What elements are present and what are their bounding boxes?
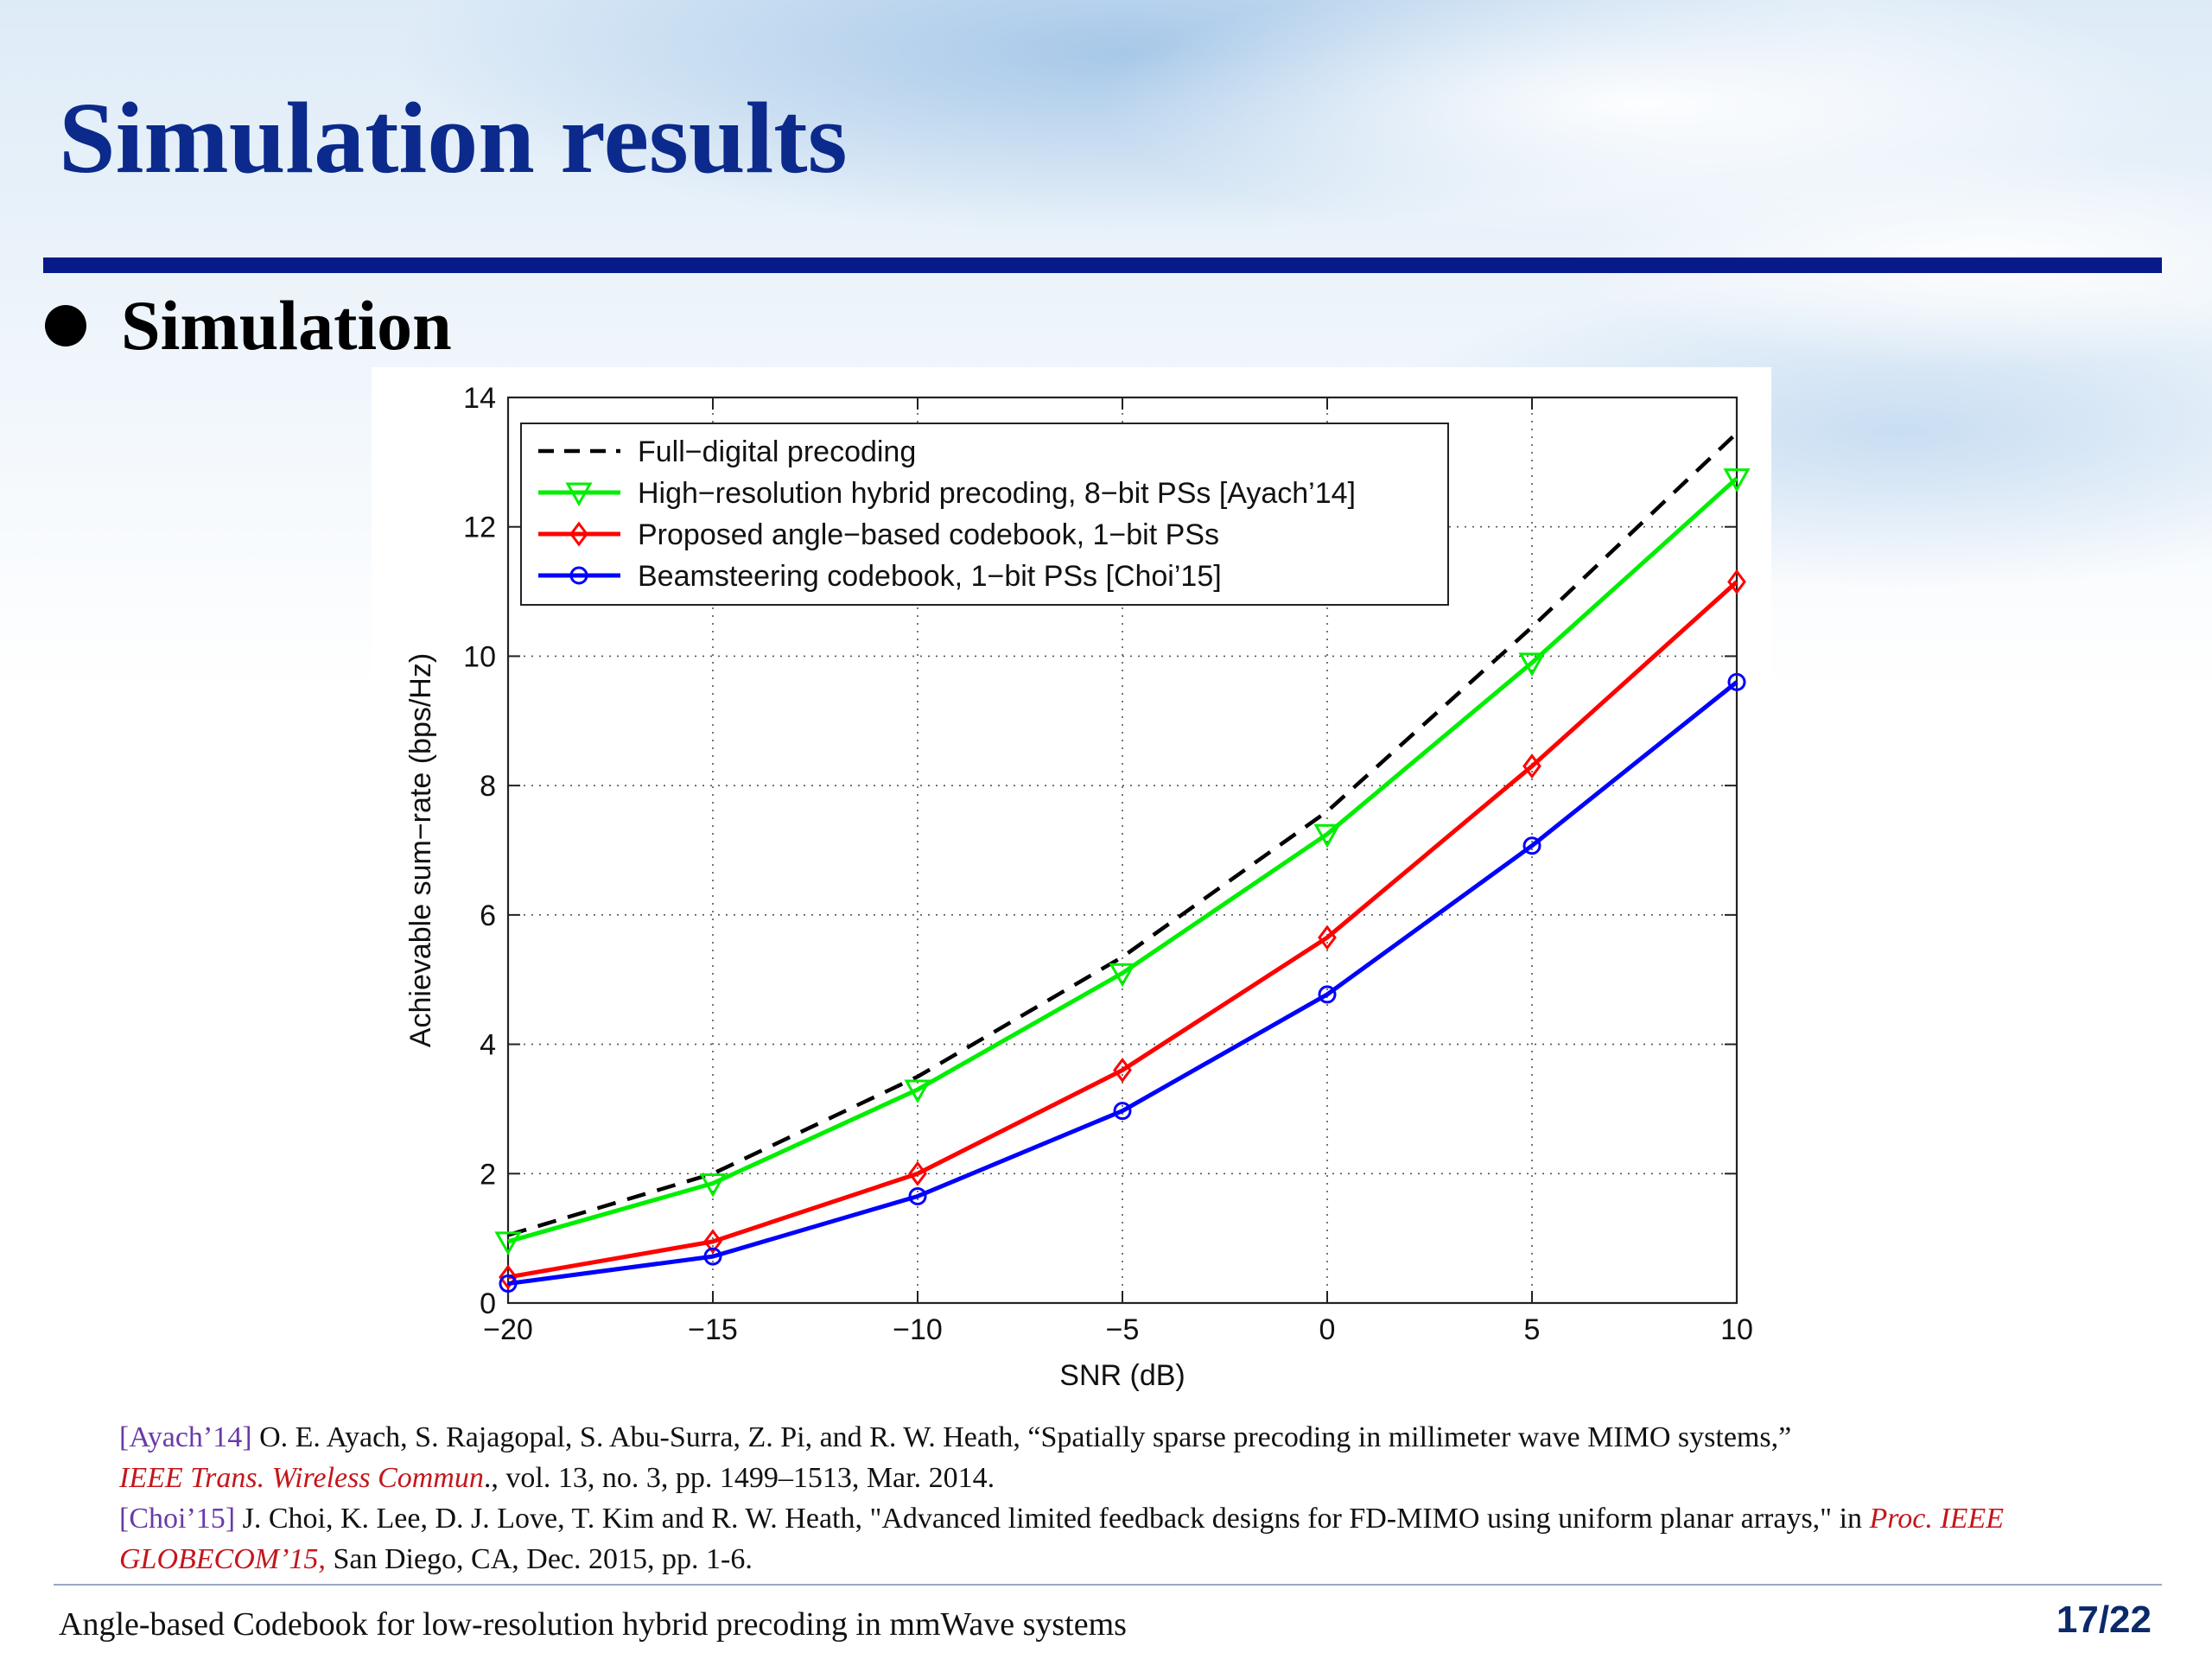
- legend-box: [520, 423, 1449, 606]
- data-point: [1113, 1102, 1132, 1121]
- series-line: [507, 680, 1738, 1287]
- legend: Full−digital precoding High−resolution hy…: [520, 423, 1449, 606]
- references: [Ayach’14] O. E. Ayach, S. Rajagopal, S.…: [119, 1417, 2124, 1580]
- data-point: [1109, 963, 1136, 988]
- x-tick-label: −15: [688, 1313, 738, 1346]
- x-tick-label: 10: [1720, 1313, 1753, 1346]
- series-line: [507, 476, 1738, 1244]
- reference-venue: IEEE Trans. Wireless Commun: [119, 1462, 484, 1494]
- data-point: [904, 1079, 931, 1104]
- y-tick-label: 14: [463, 382, 496, 415]
- data-point: [569, 566, 588, 585]
- reference-text: O. E. Ayach, S. Rajagopal, S. Abu-Surra,…: [251, 1421, 1792, 1453]
- y-tick-label: 6: [480, 899, 496, 932]
- data-point: [494, 1231, 522, 1255]
- data-point: [1318, 925, 1337, 950]
- reference-choi: [Choi’15] J. Choi, K. Lee, D. J. Love, T…: [119, 1498, 2124, 1580]
- y-tick-label: 12: [463, 512, 496, 544]
- data-point: [1522, 836, 1541, 855]
- y-tick-label: 4: [480, 1029, 496, 1062]
- legend-label: Proposed angle−based codebook, 1−bit PSs: [638, 518, 1219, 551]
- reference-tag: [Ayach’14]: [119, 1421, 252, 1453]
- y-tick-label: 8: [480, 770, 496, 803]
- data-point: [1723, 468, 1751, 493]
- data-point: [699, 1173, 727, 1198]
- reference-ayach: [Ayach’14] O. E. Ayach, S. Rajagopal, S.…: [119, 1417, 2124, 1498]
- series-proposed: [499, 569, 1746, 1290]
- data-point: [1113, 1058, 1132, 1084]
- data-point: [1318, 985, 1337, 1004]
- x-tick-label: 0: [1319, 1313, 1336, 1346]
- data-point: [1522, 753, 1541, 779]
- reference-text: J. Choi, K. Lee, D. J. Love, T. Kim and …: [235, 1503, 1870, 1535]
- x-tick-label: 5: [1524, 1313, 1541, 1346]
- series-highresolution: [494, 468, 1751, 1255]
- data-point: [499, 1264, 518, 1290]
- reference-tag: [Choi’15]: [119, 1503, 236, 1535]
- page-number: 17/22: [2056, 1599, 2152, 1641]
- y-axis-label: Achievable sum−rate (bps/Hz): [404, 653, 437, 1047]
- legend-label: Full−digital precoding: [638, 435, 916, 468]
- bullet-item: Simulation: [45, 285, 452, 366]
- y-tick-label: 0: [480, 1287, 496, 1320]
- series-beamsteering: [499, 672, 1746, 1294]
- reference-venue: Proc. IEEE GLOBECOM’15,: [119, 1503, 2004, 1575]
- data-point: [1313, 823, 1341, 849]
- footer-title: Angle-based Codebook for low-resolution …: [59, 1606, 1127, 1643]
- x-axis-label: SNR (dB): [1059, 1359, 1185, 1392]
- data-point: [1727, 569, 1746, 594]
- data-point: [908, 1186, 927, 1205]
- data-point: [703, 1229, 722, 1255]
- x-tick-label: −20: [483, 1313, 533, 1346]
- footer-divider: [54, 1584, 2162, 1586]
- data-point: [569, 521, 588, 547]
- reference-rest: ., vol. 13, no. 3, pp. 1499–1513, Mar. 2…: [483, 1462, 995, 1494]
- y-tick-label: 10: [463, 640, 496, 673]
- data-point: [703, 1247, 722, 1266]
- data-point: [1518, 652, 1546, 677]
- x-tick-label: −5: [1106, 1313, 1140, 1346]
- reference-rest: San Diego, CA, Dec. 2015, pp. 1-6.: [325, 1543, 753, 1575]
- data-point: [565, 482, 593, 507]
- data-point: [908, 1160, 927, 1186]
- title-rule: [43, 257, 2162, 273]
- line-chart: −20 −15 −10 −5 0 5 10 0 2 4 6 8 10 12 14 SNR (dB) Achiev…: [404, 382, 1753, 1392]
- bullet-text: Simulation: [121, 286, 452, 365]
- slide-title: Simulation results: [59, 81, 848, 194]
- legend-label: Beamsteering codebook, 1−bit PSs [Choi’1…: [638, 560, 1222, 593]
- y-tick-label: 2: [480, 1158, 496, 1191]
- data-point: [1727, 672, 1746, 691]
- data-point: [499, 1274, 518, 1294]
- x-tick-label: −10: [893, 1313, 943, 1346]
- chart-container: −20 −15 −10 −5 0 5 10 0 2 4 6 8 10 12 14 SNR (dB) Achiev…: [372, 367, 1771, 1413]
- bullet-dot-icon: [45, 305, 86, 346]
- legend-label: High−resolution hybrid precoding, 8−bit …: [638, 477, 1356, 510]
- series-line: [507, 580, 1738, 1280]
